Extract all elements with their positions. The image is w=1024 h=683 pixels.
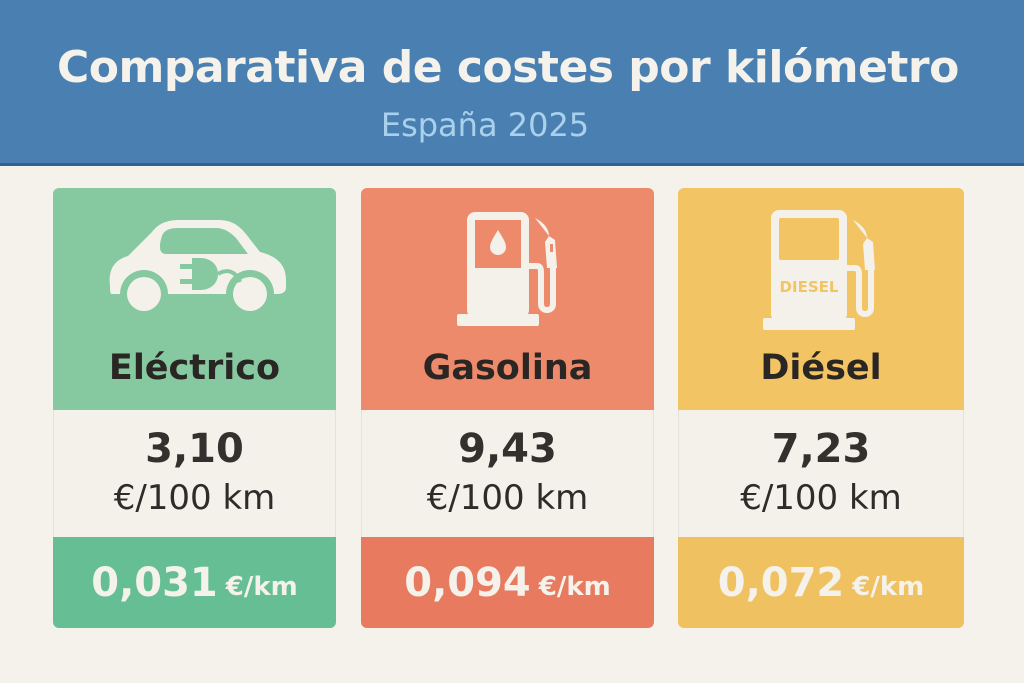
- cost-per-km-value: 0,094: [404, 559, 531, 606]
- card-gasolina: Gasolina 9,43 €/100 km 0,094 €/km: [361, 188, 654, 628]
- cost-per-100km-unit: €/100 km: [426, 478, 589, 518]
- cost-per-100km-value: 3,10: [145, 426, 244, 472]
- diesel-label: DIESEL: [779, 278, 838, 296]
- card-title: Gasolina: [422, 348, 593, 388]
- cost-per-100km-unit: €/100 km: [113, 478, 276, 518]
- fuel-pump-diesel-icon: DIESEL: [678, 208, 964, 338]
- cost-per-km: 0,072 €/km: [678, 537, 964, 628]
- cost-per-km-unit: €/km: [538, 571, 611, 602]
- cost-per-100km-value: 7,23: [771, 426, 871, 472]
- card-header: Eléctrico: [53, 188, 336, 410]
- cost-per-km: 0,031 €/km: [53, 537, 336, 628]
- cost-per-100km-value: 9,43: [458, 426, 557, 472]
- cost-per-km: 0,094 €/km: [361, 537, 654, 628]
- card-electrico: Eléctrico 3,10 €/100 km 0,031 €/km: [53, 188, 336, 628]
- cost-per-km-unit: €/km: [225, 571, 298, 602]
- cost-per-100km-unit: €/100 km: [740, 478, 902, 518]
- header-banner: Comparativa de costes por kilómetro Espa…: [0, 0, 1024, 166]
- cost-per-km-value: 0,072: [717, 559, 845, 606]
- card-header: Gasolina: [361, 188, 654, 410]
- card-header: DIESEL Diésel: [678, 188, 964, 410]
- page-title: Comparativa de costes por kilómetro: [57, 42, 959, 93]
- cost-per-100km: 3,10 €/100 km: [53, 410, 336, 537]
- card-diesel: DIESEL Diésel 7,23 €/100 km 0,072 €/km: [678, 188, 964, 628]
- cost-per-100km: 9,43 €/100 km: [361, 410, 654, 537]
- card-title: Diésel: [760, 348, 882, 388]
- cost-per-km-unit: €/km: [852, 571, 925, 602]
- cost-per-100km: 7,23 €/100 km: [678, 410, 964, 537]
- electric-car-icon: [53, 208, 336, 338]
- page-subtitle: España 2025: [380, 106, 590, 144]
- fuel-pump-drop-icon: [361, 208, 654, 338]
- card-title: Eléctrico: [108, 348, 281, 388]
- cost-per-km-value: 0,031: [91, 559, 218, 606]
